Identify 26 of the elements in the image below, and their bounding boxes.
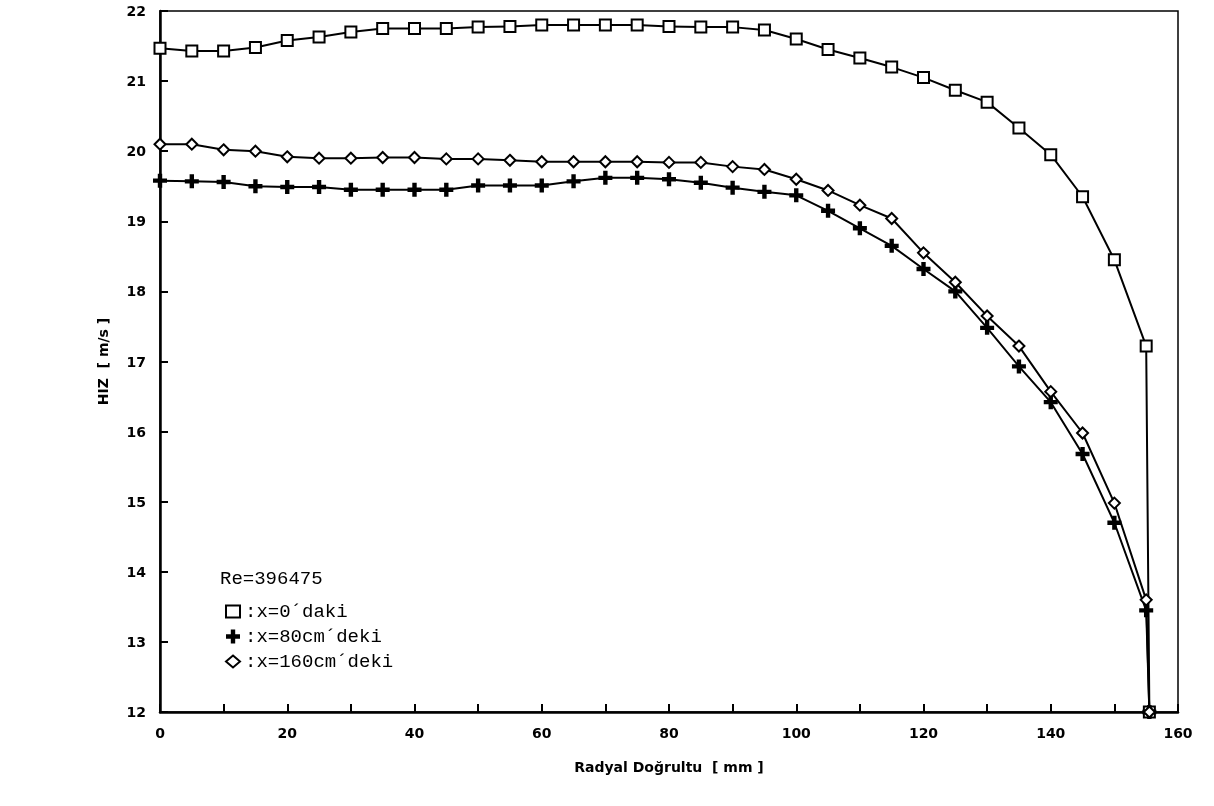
y-tick-label: 21 — [126, 73, 146, 90]
y-tick-label: 14 — [126, 563, 147, 580]
legend-label: :x=0´daki — [245, 600, 348, 623]
x-axis-title: Radyal Doğrultu [ mm ] — [574, 759, 764, 775]
y-tick-label: 17 — [126, 353, 146, 370]
x-tick-label: 160 — [1163, 725, 1193, 741]
x-tick-label: 40 — [404, 725, 425, 741]
y-tick-label: 15 — [126, 493, 146, 510]
y-tick-label: 13 — [126, 633, 146, 650]
x-tick-label: 120 — [908, 725, 939, 741]
x-tick-label: 20 — [277, 725, 298, 741]
x-tick-label: 80 — [659, 725, 679, 741]
y-tick-label: 20 — [126, 143, 147, 160]
y-axis-title: HIZ [ m/s ] — [95, 317, 111, 406]
x-tick-label: 140 — [1036, 725, 1066, 741]
x-tick-label: 0 — [155, 725, 166, 741]
x-tick-label: 60 — [532, 725, 552, 741]
y-tick-label: 22 — [126, 3, 146, 19]
legend-label: :x=80cm´deki — [245, 625, 382, 648]
y-tick-label: 16 — [126, 423, 146, 440]
y-tick-label: 19 — [126, 213, 146, 230]
y-tick-label: 18 — [126, 283, 146, 300]
legend-title: Re=396475 — [220, 567, 323, 590]
legend-label: :x=160cm´deki — [245, 650, 394, 673]
y-tick-label: 12 — [126, 704, 146, 720]
x-tick-label: 100 — [781, 725, 812, 741]
